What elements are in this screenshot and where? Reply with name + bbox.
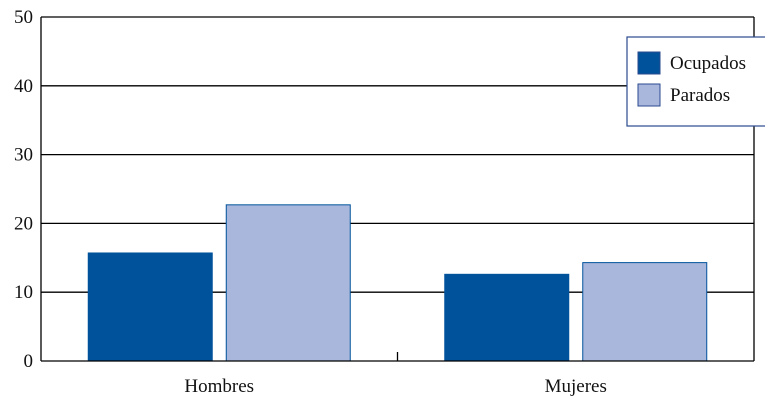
x-category-label: Mujeres: [545, 376, 607, 397]
bar-ocupados-mujeres: [444, 273, 570, 362]
bars: [87, 204, 708, 362]
y-tick-label: 40: [14, 76, 33, 97]
legend-swatch-ocupados: [637, 51, 661, 75]
x-category-label: Hombres: [184, 376, 254, 397]
y-tick-label: 50: [14, 7, 33, 28]
legend-box: [626, 36, 765, 127]
bar-parados-hombres: [225, 204, 351, 362]
y-tick-label: 20: [14, 213, 33, 234]
legend-label: Parados: [670, 85, 730, 106]
bar-ocupados-hombres: [87, 252, 213, 362]
y-tick-labels: 0 10 20 30 40 50: [14, 7, 33, 372]
y-tick-label: 0: [24, 351, 34, 372]
legend: Ocupados Parados: [626, 36, 765, 127]
y-tick-label: 10: [14, 282, 33, 303]
bar-parados-mujeres: [582, 262, 708, 362]
legend-swatch-parados: [637, 83, 661, 107]
x-category-labels: Hombres Mujeres: [184, 376, 606, 397]
y-tick-label: 30: [14, 145, 33, 166]
legend-label: Ocupados: [670, 53, 746, 74]
